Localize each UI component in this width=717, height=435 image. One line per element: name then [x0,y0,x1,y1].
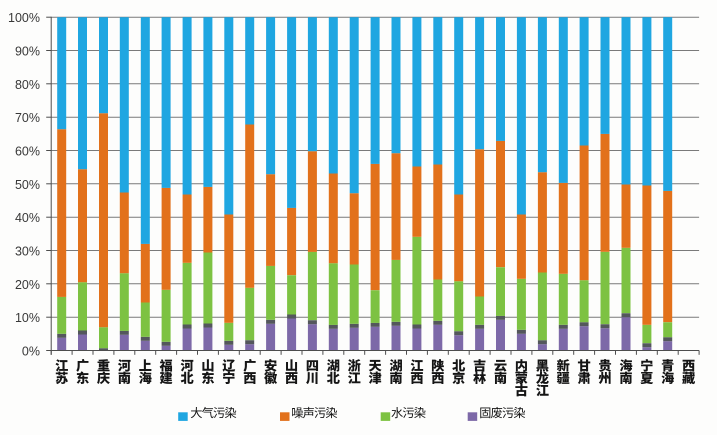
svg-text:90%: 90% [15,45,40,59]
svg-text:0%: 0% [22,345,40,359]
svg-text:60%: 60% [15,145,40,159]
svg-text:100%: 100% [8,11,40,25]
svg-text:80%: 80% [15,78,40,92]
svg-text:20%: 20% [15,278,40,292]
svg-text:40%: 40% [15,211,40,225]
svg-text:50%: 50% [15,178,40,192]
svg-text:30%: 30% [15,245,40,259]
svg-text:70%: 70% [15,111,40,125]
svg-text:10%: 10% [15,311,40,325]
